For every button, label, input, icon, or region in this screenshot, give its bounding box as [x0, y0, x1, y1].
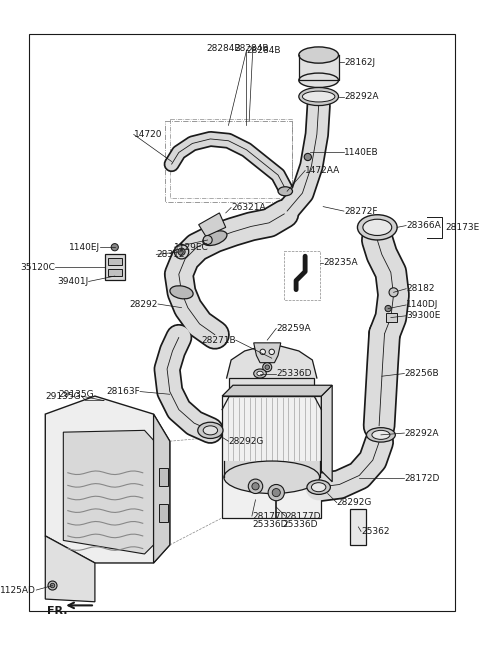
- Text: FR.: FR.: [47, 606, 68, 616]
- Bar: [105, 254, 125, 280]
- Ellipse shape: [358, 215, 397, 240]
- Text: 28256B: 28256B: [404, 369, 439, 378]
- Circle shape: [252, 483, 259, 490]
- Ellipse shape: [198, 422, 223, 439]
- Text: 1140EJ: 1140EJ: [69, 243, 100, 252]
- Polygon shape: [45, 396, 170, 563]
- Text: 28284B: 28284B: [206, 44, 240, 53]
- Circle shape: [48, 581, 57, 590]
- Ellipse shape: [170, 286, 193, 299]
- Ellipse shape: [257, 371, 263, 376]
- Circle shape: [248, 479, 263, 494]
- Polygon shape: [154, 414, 170, 563]
- Text: 25336D: 25336D: [283, 520, 318, 529]
- Circle shape: [203, 236, 212, 245]
- Bar: [159, 468, 168, 487]
- Circle shape: [272, 488, 280, 497]
- Ellipse shape: [278, 187, 292, 196]
- Text: 28284B: 28284B: [246, 46, 281, 55]
- Text: 1472AA: 1472AA: [305, 166, 340, 175]
- Text: 28182: 28182: [406, 284, 435, 293]
- Text: 28177D: 28177D: [252, 512, 288, 521]
- Circle shape: [389, 288, 398, 297]
- Bar: [222, 396, 322, 518]
- Ellipse shape: [299, 87, 338, 105]
- Bar: [224, 461, 320, 477]
- Text: 25336D: 25336D: [252, 520, 288, 529]
- Circle shape: [304, 153, 312, 160]
- Bar: [165, 121, 291, 202]
- Text: 39300E: 39300E: [406, 311, 441, 320]
- Circle shape: [260, 349, 265, 355]
- Bar: [108, 258, 122, 265]
- Circle shape: [178, 248, 185, 256]
- Ellipse shape: [302, 91, 335, 102]
- Text: 28292G: 28292G: [228, 437, 264, 446]
- Text: 1140EB: 1140EB: [344, 148, 379, 157]
- Text: 1129EC: 1129EC: [174, 243, 209, 252]
- Text: 28272F: 28272F: [344, 206, 377, 215]
- Circle shape: [268, 485, 284, 501]
- Text: 14720: 14720: [134, 130, 162, 139]
- Ellipse shape: [299, 47, 338, 63]
- Text: 28235A: 28235A: [323, 258, 358, 267]
- Text: 25336D: 25336D: [276, 369, 312, 378]
- Circle shape: [385, 305, 391, 312]
- Text: 28292G: 28292G: [336, 498, 372, 507]
- Ellipse shape: [366, 428, 396, 442]
- Circle shape: [269, 349, 275, 355]
- Circle shape: [263, 363, 272, 372]
- Ellipse shape: [307, 480, 330, 494]
- Text: 28259A: 28259A: [276, 324, 311, 333]
- Ellipse shape: [254, 369, 266, 378]
- Circle shape: [50, 584, 55, 587]
- Text: 28271B: 28271B: [201, 336, 236, 345]
- Bar: [170, 119, 291, 199]
- Ellipse shape: [312, 483, 326, 492]
- Circle shape: [265, 365, 269, 369]
- Ellipse shape: [372, 430, 390, 439]
- Text: 1125AD: 1125AD: [0, 586, 36, 595]
- Text: 25362: 25362: [361, 527, 390, 536]
- Text: 28162J: 28162J: [344, 58, 375, 67]
- Bar: [386, 313, 397, 322]
- Text: 28173E: 28173E: [445, 223, 479, 232]
- Text: 28172D: 28172D: [404, 474, 440, 483]
- Circle shape: [111, 244, 119, 251]
- Ellipse shape: [299, 73, 338, 87]
- Text: 28284B: 28284B: [235, 44, 269, 53]
- Text: 28292A: 28292A: [404, 428, 439, 437]
- Ellipse shape: [203, 231, 227, 245]
- Text: 28292A: 28292A: [344, 92, 378, 101]
- Text: 1140DJ: 1140DJ: [406, 300, 439, 309]
- Text: 26321A: 26321A: [231, 203, 266, 212]
- Circle shape: [174, 245, 189, 259]
- Polygon shape: [45, 536, 95, 602]
- Bar: [159, 505, 168, 522]
- Bar: [284, 251, 321, 300]
- Polygon shape: [322, 385, 332, 482]
- Polygon shape: [227, 344, 317, 378]
- Text: 29135G: 29135G: [46, 391, 82, 400]
- Bar: [108, 269, 122, 276]
- Text: 39401J: 39401J: [57, 277, 89, 286]
- Text: 29135G: 29135G: [59, 389, 95, 399]
- Text: 28366A: 28366A: [406, 221, 441, 230]
- Text: 28312: 28312: [156, 250, 185, 259]
- Bar: [299, 55, 338, 80]
- Text: 28292: 28292: [130, 300, 158, 309]
- Bar: [350, 509, 366, 545]
- Polygon shape: [222, 385, 332, 396]
- Ellipse shape: [363, 219, 392, 236]
- Text: 35120C: 35120C: [20, 263, 55, 272]
- Polygon shape: [254, 343, 281, 363]
- Text: 28163F: 28163F: [106, 387, 140, 396]
- Polygon shape: [63, 430, 163, 554]
- Ellipse shape: [224, 461, 320, 494]
- Text: 28177D: 28177D: [285, 512, 321, 521]
- Bar: [229, 378, 314, 396]
- Polygon shape: [199, 213, 226, 236]
- Ellipse shape: [203, 426, 217, 435]
